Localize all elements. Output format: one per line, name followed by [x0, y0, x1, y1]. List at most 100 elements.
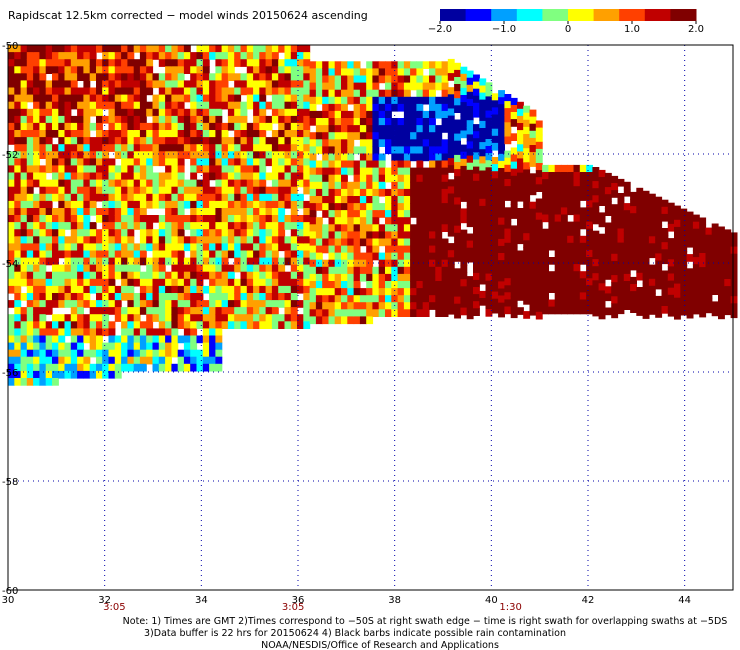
- heatmap-cell: [309, 139, 317, 147]
- heatmap-cell: [246, 222, 254, 230]
- heatmap-cell: [473, 109, 480, 118]
- heatmap-cell: [171, 115, 179, 124]
- heatmap-cell: [366, 210, 374, 218]
- heatmap-cell: [353, 309, 361, 317]
- heatmap-cell: [177, 222, 185, 230]
- heatmap-cell: [127, 179, 135, 188]
- heatmap-cell: [89, 250, 97, 259]
- heatmap-cell: [347, 89, 355, 98]
- heatmap-cell: [422, 266, 430, 275]
- heatmap-cell: [441, 238, 449, 247]
- heatmap-cell: [447, 158, 455, 166]
- heatmap-cell: [315, 259, 323, 268]
- heatmap-cell: [598, 219, 606, 228]
- heatmap-cell: [322, 245, 330, 254]
- heatmap-cell: [271, 222, 279, 230]
- heatmap-cell: [711, 223, 719, 232]
- heatmap-cell: [177, 236, 185, 244]
- heatmap-cell: [8, 122, 15, 131]
- heatmap-cell: [460, 102, 468, 110]
- heatmap-cell: [517, 137, 524, 145]
- heatmap-cell: [253, 172, 260, 181]
- heatmap-cell: [177, 130, 185, 138]
- heatmap-cell: [114, 200, 122, 209]
- heatmap-cell: [315, 295, 323, 303]
- heatmap-cell: [410, 224, 417, 232]
- heatmap-cell: [567, 306, 575, 315]
- heatmap-cell: [146, 200, 154, 209]
- heatmap-cell: [171, 278, 179, 287]
- heatmap-cell: [221, 172, 229, 181]
- heatmap-cell: [102, 73, 110, 81]
- heatmap-cell: [70, 229, 78, 237]
- heatmap-cell: [623, 231, 631, 240]
- heatmap-cell: [711, 230, 719, 239]
- heatmap-cell: [284, 66, 292, 74]
- heatmap-cell: [177, 94, 185, 103]
- heatmap-cell: [58, 45, 66, 53]
- heatmap-cell: [14, 172, 22, 181]
- heatmap-cell: [485, 287, 493, 296]
- heatmap-cell: [183, 137, 191, 145]
- heatmap-cell: [303, 130, 311, 138]
- heatmap-cell: [39, 215, 47, 223]
- heatmap-cell: [560, 228, 568, 237]
- heatmap-cell: [284, 314, 292, 322]
- heatmap-cell: [535, 283, 543, 292]
- heatmap-cell: [611, 175, 619, 184]
- heatmap-cell: [127, 243, 135, 252]
- heatmap-cell: [52, 66, 59, 74]
- heatmap-cell: [504, 264, 512, 272]
- heatmap-cell: [529, 116, 537, 125]
- heatmap-cell: [190, 229, 198, 237]
- heatmap-cell: [253, 314, 260, 322]
- heatmap-cell: [89, 101, 97, 110]
- heatmap-cell: [190, 158, 198, 167]
- heatmap-cell: [347, 181, 355, 190]
- heatmap-cell: [83, 80, 91, 89]
- heatmap-cell: [454, 84, 461, 92]
- heatmap-cell: [234, 73, 242, 81]
- heatmap-cell: [353, 61, 361, 69]
- heatmap-cell: [202, 80, 210, 89]
- heatmap-cell: [70, 165, 78, 174]
- heatmap-cell: [121, 80, 128, 89]
- heatmap-cell: [322, 259, 330, 268]
- heatmap-cell: [718, 240, 725, 249]
- heatmap-cell: [372, 160, 380, 169]
- heatmap-cell: [372, 231, 380, 240]
- heatmap-cell: [642, 290, 650, 298]
- heatmap-cell: [315, 281, 323, 289]
- heatmap-cell: [20, 101, 28, 110]
- heatmap-cell: [560, 292, 568, 301]
- heatmap-cell: [560, 242, 568, 251]
- heatmap-cell: [196, 80, 204, 89]
- heatmap-cell: [674, 219, 681, 228]
- heatmap-cell: [196, 130, 204, 138]
- heatmap-cell: [498, 253, 505, 261]
- heatmap-cell: [177, 122, 185, 131]
- heatmap-cell: [202, 363, 210, 372]
- heatmap-cell: [416, 139, 424, 147]
- heatmap-cell: [366, 174, 374, 183]
- heatmap-cell: [680, 300, 688, 309]
- heatmap-cell: [592, 188, 600, 196]
- heatmap-cell: [253, 193, 260, 202]
- heatmap-cell: [567, 164, 575, 173]
- heatmap-cell: [45, 193, 53, 202]
- heatmap-cell: [70, 222, 78, 230]
- heatmap-cell: [209, 137, 216, 145]
- heatmap-cell: [139, 165, 147, 174]
- heatmap-cell: [334, 252, 342, 261]
- heatmap-cell: [347, 309, 355, 317]
- heatmap-cell: [648, 215, 656, 223]
- heatmap-cell: [661, 270, 669, 279]
- heatmap-cell: [152, 130, 160, 138]
- heatmap-cell: [579, 278, 587, 286]
- heatmap-cell: [586, 186, 593, 194]
- heatmap-cell: [598, 269, 606, 277]
- heatmap-cell: [617, 200, 625, 208]
- heatmap-cell: [290, 87, 298, 96]
- heatmap-cell: [278, 229, 286, 237]
- heatmap-cell: [133, 158, 141, 167]
